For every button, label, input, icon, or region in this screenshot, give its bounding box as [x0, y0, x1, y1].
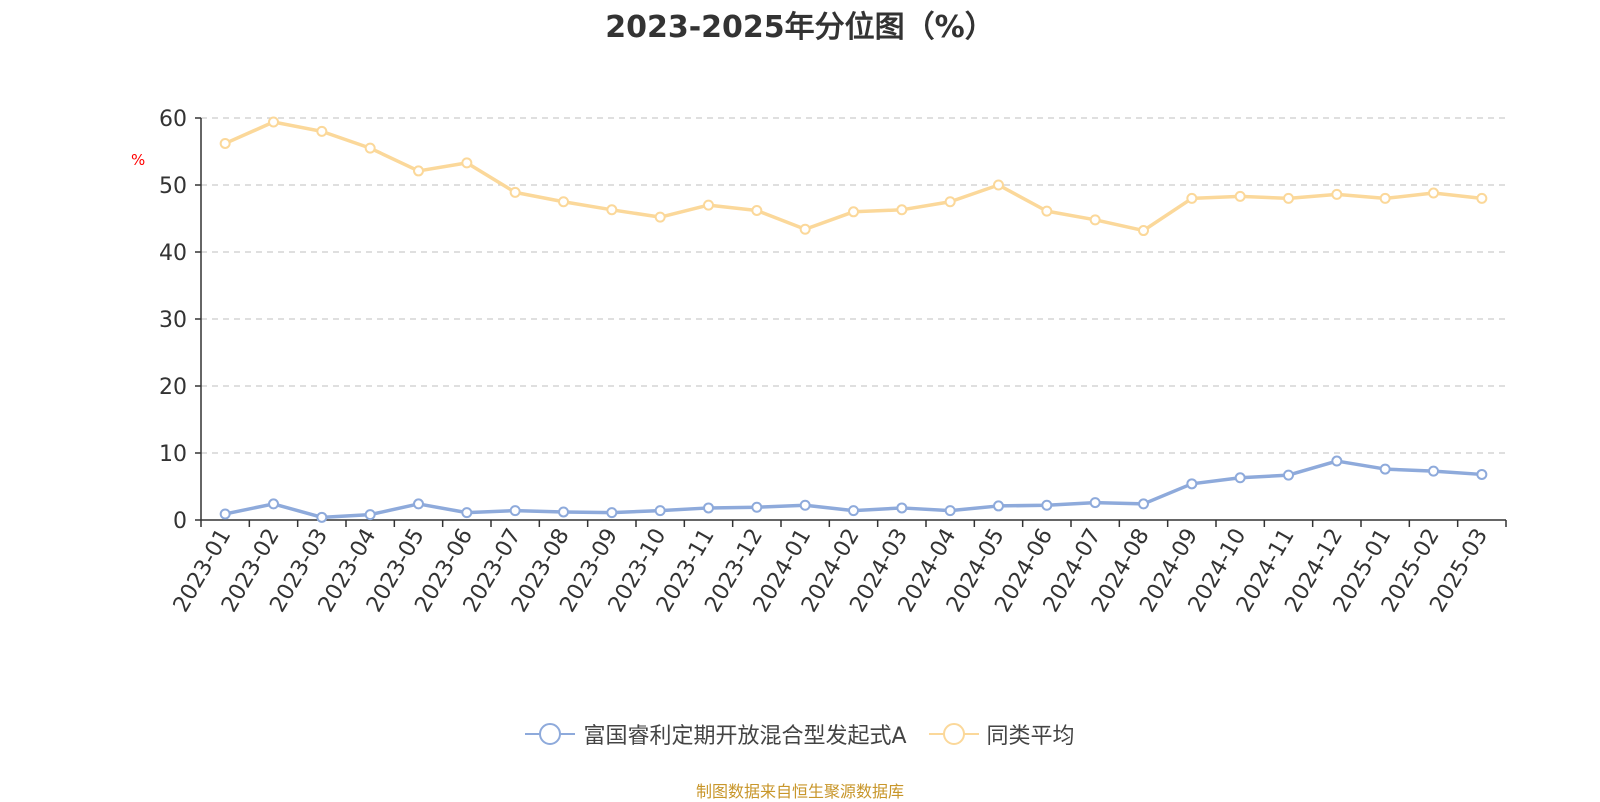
data-source-note: 制图数据来自恒生聚源数据库 — [695, 782, 904, 801]
legend-label-fund: 富国睿利定期开放混合型发起式A — [583, 724, 907, 749]
data-point — [558, 506, 569, 518]
data-point — [268, 116, 279, 128]
series-0 — [219, 455, 1488, 523]
data-point — [509, 505, 521, 517]
data-point — [896, 502, 908, 514]
data-point — [316, 511, 328, 523]
y-axis-unit-label: % — [131, 151, 146, 169]
y-tick-label: 0 — [173, 509, 187, 534]
data-point — [799, 499, 811, 511]
y-tick-label: 40 — [159, 241, 187, 266]
data-point — [316, 125, 328, 137]
data-point — [993, 500, 1004, 512]
data-point — [413, 498, 424, 510]
data-point — [944, 196, 956, 208]
data-point — [1186, 192, 1198, 204]
y-tick-label: 20 — [159, 375, 187, 400]
data-point — [1089, 497, 1101, 509]
data-point — [944, 505, 956, 517]
legend-label-peer-average: 同类平均 — [986, 724, 1075, 749]
data-point — [1428, 465, 1439, 477]
data-point — [219, 508, 231, 520]
data-point — [993, 179, 1004, 191]
data-point — [1234, 472, 1246, 484]
data-point — [654, 505, 666, 517]
data-point — [1234, 190, 1246, 202]
chart-title: 2023-2025年分位图（%） — [605, 10, 995, 45]
series-lines — [219, 116, 1488, 523]
y-tick-label: 30 — [159, 308, 187, 333]
data-point — [1379, 192, 1391, 204]
series-1 — [219, 116, 1488, 237]
y-tick-label: 10 — [159, 442, 187, 467]
data-point — [1476, 192, 1488, 204]
axes: 01020304050602023-012023-022023-032023-0… — [159, 107, 1507, 617]
data-point — [1138, 225, 1149, 237]
data-point — [1379, 463, 1391, 475]
data-point — [848, 206, 859, 218]
data-point — [364, 509, 376, 521]
data-point — [751, 501, 763, 513]
data-point — [799, 223, 811, 235]
data-point — [509, 186, 521, 198]
data-point — [1283, 192, 1294, 204]
data-point — [558, 196, 569, 208]
data-point — [896, 204, 908, 216]
data-point — [703, 502, 714, 514]
data-point — [703, 199, 714, 211]
data-point — [751, 204, 763, 216]
data-point — [848, 505, 859, 517]
data-point — [1041, 499, 1053, 511]
data-point — [364, 142, 376, 154]
data-point — [606, 507, 618, 519]
legend-item-fund[interactable]: 富国睿利定期开放混合型发起式A — [525, 718, 907, 750]
legend-item-peer-average[interactable]: 同类平均 — [928, 718, 1075, 750]
grid-lines — [201, 117, 1506, 454]
data-point — [606, 204, 618, 216]
y-tick-label: 60 — [159, 107, 187, 132]
y-tick-label: 50 — [159, 174, 187, 199]
data-point — [413, 165, 424, 177]
data-point — [1283, 469, 1294, 481]
legend-marker-fund-icon — [525, 723, 576, 745]
data-point — [1331, 455, 1343, 467]
data-point — [461, 507, 473, 519]
data-point — [1476, 468, 1488, 480]
legend-marker-peer-average-icon — [928, 723, 979, 745]
data-point — [1041, 205, 1053, 217]
data-point — [1089, 214, 1101, 226]
data-point — [654, 211, 666, 223]
data-point — [268, 498, 279, 510]
data-point — [1186, 478, 1198, 490]
data-point — [219, 137, 231, 149]
data-point — [1331, 188, 1343, 200]
data-point — [1138, 498, 1149, 510]
legend: 富国睿利定期开放混合型发起式A 同类平均 — [0, 718, 1600, 750]
data-point — [461, 157, 473, 169]
data-point — [1428, 187, 1439, 199]
